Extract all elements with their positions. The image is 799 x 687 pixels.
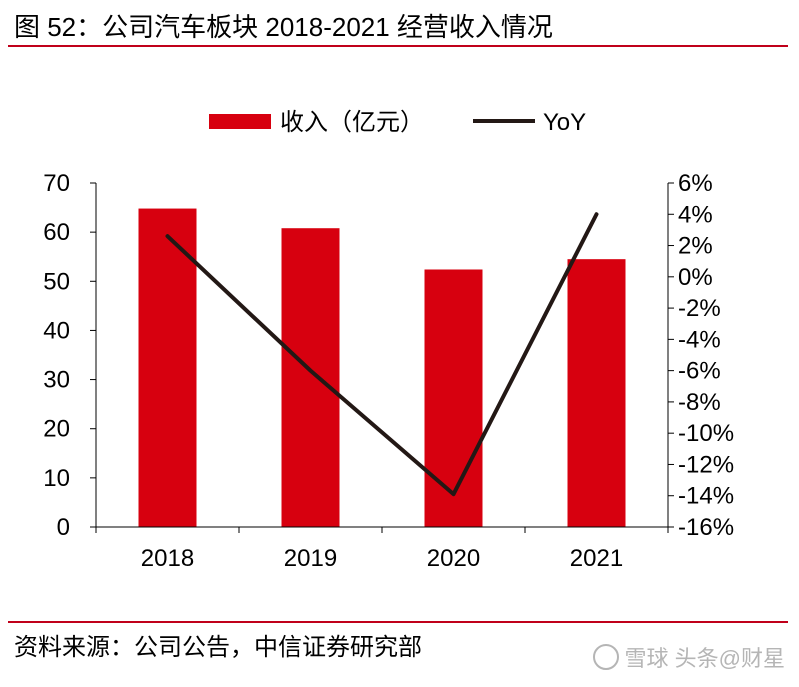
x-tick-label: 2021 bbox=[570, 545, 623, 572]
legend-bar-swatch bbox=[209, 114, 271, 129]
left-tick-label: 60 bbox=[43, 219, 70, 246]
x-tick-label: 2019 bbox=[284, 545, 337, 572]
yoy-line-series bbox=[165, 212, 599, 497]
right-tick-label: -10% bbox=[678, 420, 734, 447]
bar-2020 bbox=[424, 269, 483, 527]
bar-2019 bbox=[281, 228, 340, 527]
bar-2021 bbox=[567, 259, 626, 527]
right-tick-label: -4% bbox=[678, 326, 721, 353]
x-tick-label: 2018 bbox=[141, 545, 194, 572]
source-note: 资料来源：公司公告，中信证券研究部 bbox=[14, 634, 422, 661]
watermark-text: 雪球 头条@财星 bbox=[624, 646, 785, 671]
chart-legend: 收入（亿元） YoY bbox=[209, 109, 586, 136]
left-tick-label: 50 bbox=[43, 268, 70, 295]
right-tick-label: -14% bbox=[678, 483, 734, 510]
legend-line-label: YoY bbox=[543, 109, 586, 136]
chart-axes: 0 10 20 30 40 50 60 70 -16% -14% -12% -10% -8% -6% -4%… bbox=[43, 170, 734, 572]
right-tick-label: -6% bbox=[678, 358, 721, 385]
left-tick-label: 0 bbox=[57, 514, 70, 541]
right-tick-label: 6% bbox=[678, 170, 713, 197]
top-divider bbox=[8, 45, 788, 47]
left-tick-label: 70 bbox=[43, 170, 70, 197]
watermark: 雪球 头条@财星 bbox=[592, 644, 785, 674]
revenue-yoy-chart: 收入（亿元） YoY 0 10 20 30 40 50 60 70 -16% -14% -12% -10… bbox=[43, 109, 734, 572]
right-tick-label: 0% bbox=[678, 264, 713, 291]
yoy-line bbox=[165, 212, 599, 497]
bottom-divider bbox=[8, 621, 788, 623]
legend-bar-label: 收入（亿元） bbox=[280, 109, 424, 136]
left-tick-label: 20 bbox=[43, 416, 70, 443]
right-tick-label: -12% bbox=[678, 451, 734, 478]
left-tick-label: 40 bbox=[43, 317, 70, 344]
x-tick-label: 2020 bbox=[427, 545, 480, 572]
right-tick-label: -8% bbox=[678, 389, 721, 416]
right-tick-label: 4% bbox=[678, 201, 713, 228]
right-tick-label: -16% bbox=[678, 514, 734, 541]
bar-series bbox=[138, 208, 626, 527]
figure-title: 图 52：公司汽车板块 2018-2021 经营收入情况 bbox=[14, 12, 553, 42]
right-tick-label: 2% bbox=[678, 233, 713, 260]
right-tick-label: -2% bbox=[678, 295, 721, 322]
left-tick-label: 30 bbox=[43, 367, 70, 394]
left-tick-label: 10 bbox=[43, 465, 70, 492]
bar-2018 bbox=[138, 208, 197, 527]
snowball-logo-icon bbox=[592, 644, 619, 670]
